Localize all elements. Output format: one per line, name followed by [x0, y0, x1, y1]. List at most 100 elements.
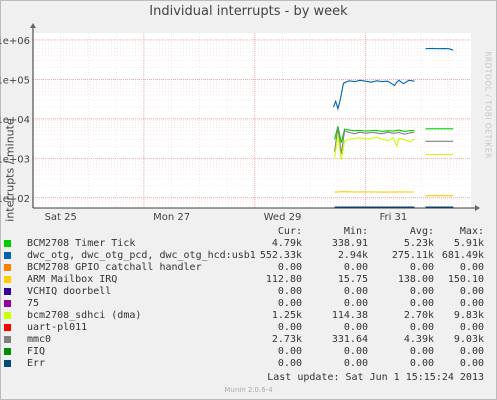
- legend-max: 9.03k: [453, 334, 484, 345]
- legend-min: 0.00: [343, 286, 368, 297]
- legend-avg: 138.00: [397, 274, 434, 285]
- legend-row: FIQ 0.00 0.00 0.00 0.00: [0, 346, 497, 358]
- legend-swatch: [4, 240, 11, 247]
- y-tick-labels: 1e+02 1e+03 1e+04 1e+05 1e+06: [0, 36, 30, 205]
- legend-avg: 0.00: [409, 262, 434, 273]
- legend-swatch: [4, 264, 11, 271]
- legend-row: uart-pl011 0.00 0.00 0.00 0.00: [0, 322, 497, 334]
- legend-header-max: Max:: [459, 226, 484, 237]
- legend-series-name: ARM Mailbox IRQ: [27, 274, 118, 285]
- y-tick-label: 1e+06: [0, 36, 30, 47]
- legend-min: 0.00: [343, 322, 368, 333]
- legend-series-name: Err: [27, 358, 46, 369]
- legend: Cur: Min: Avg: Max: BCM2708 Timer Tick 4.…: [0, 226, 497, 370]
- legend-cur: 0.00: [277, 358, 302, 369]
- legend-max: 0.00: [459, 358, 484, 369]
- legend-cur: 552.33k: [259, 250, 302, 261]
- legend-swatch: [4, 312, 11, 319]
- series-line-bcm2708-sdhci-dma-: [334, 134, 415, 161]
- legend-max: 0.00: [459, 286, 484, 297]
- legend-row: 75 0.00 0.00 0.00 0.00: [0, 298, 497, 310]
- legend-header-min: Min:: [343, 226, 368, 237]
- legend-min: 338.91: [331, 238, 368, 249]
- x-tick-label: Wed 29: [264, 212, 302, 223]
- legend-swatch: [4, 348, 11, 355]
- munin-version-footer: Munin 2.0.6-4: [224, 386, 273, 394]
- legend-cur: 0.00: [277, 346, 302, 357]
- legend-swatch: [4, 324, 11, 331]
- legend-swatch: [4, 300, 11, 307]
- legend-row: BCM2708 Timer Tick 4.79k 338.91 5.23k 5.91k: [0, 238, 497, 250]
- legend-swatch: [4, 276, 11, 283]
- legend-series-name: VCHIQ doorbell: [27, 286, 112, 297]
- legend-avg: 0.00: [409, 322, 434, 333]
- y-axis-arrow: [30, 23, 36, 28]
- x-tick-label: Fri 31: [379, 212, 407, 223]
- legend-row: BCM2708 GPIO catchall handler 0.00 0.00 0.0…: [0, 262, 497, 274]
- legend-max: 9.83k: [453, 310, 484, 321]
- legend-series-name: dwc_otg, dwc_otg_pcd, dwc_otg_hcd:usb1: [27, 250, 256, 261]
- legend-row: mmc0 2.73k 331.64 4.39k 9.03k: [0, 334, 497, 346]
- axes-layer: [30, 23, 480, 211]
- series-line-bcm2708-timer-tick: [334, 126, 415, 143]
- series-line-dwc-otg-dwc-otg-pcd-dwc-otg-hcd-usb1: [425, 47, 454, 51]
- legend-row: Err 0.00 0.00 0.00 0.00: [0, 358, 497, 370]
- legend-row: bcm2708_sdhci (dma) 1.25k 114.38 2.70k 9.83k: [0, 310, 497, 322]
- legend-avg: 275.11k: [391, 250, 434, 261]
- legend-min: 2.94k: [337, 250, 368, 261]
- legend-max: 0.00: [459, 262, 484, 273]
- legend-avg: 2.70k: [403, 310, 434, 321]
- legend-header-avg: Avg:: [409, 226, 434, 237]
- legend-row: dwc_otg, dwc_otg_pcd, dwc_otg_hcd:usb1 55…: [0, 250, 497, 262]
- legend-min: 0.00: [343, 346, 368, 357]
- legend-row: VCHIQ doorbell 0.00 0.00 0.00 0.00: [0, 286, 497, 298]
- legend-cur: 0.00: [277, 286, 302, 297]
- legend-max: 150.10: [447, 274, 484, 285]
- legend-min: 114.38: [331, 310, 368, 321]
- legend-header: Cur: Min: Avg: Max:: [0, 226, 497, 238]
- last-update: Last update: Sat Jun 1 15:15:24 2013: [267, 372, 484, 383]
- series-line-mmc0: [334, 127, 415, 154]
- series-layer: [332, 47, 454, 208]
- legend-swatch: [4, 336, 11, 343]
- series-line-dwc-otg-dwc-otg-pcd-dwc-otg-hcd-usb1: [332, 79, 415, 111]
- legend-series-name: uart-pl011: [27, 322, 88, 333]
- legend-cur: 0.00: [277, 262, 302, 273]
- legend-min: 0.00: [343, 262, 368, 273]
- legend-avg: 0.00: [409, 286, 434, 297]
- legend-avg: 0.00: [409, 358, 434, 369]
- legend-series-name: BCM2708 GPIO catchall handler: [27, 262, 202, 273]
- legend-series-name: mmc0: [27, 334, 52, 345]
- legend-min: 0.00: [343, 298, 368, 309]
- legend-max: 681.49k: [441, 250, 484, 261]
- legend-max: 0.00: [459, 346, 484, 357]
- legend-series-name: FIQ: [27, 346, 46, 357]
- legend-cur: 112.80: [265, 274, 302, 285]
- legend-avg: 0.00: [409, 346, 434, 357]
- x-tick-label: Mon 27: [153, 212, 190, 223]
- y-tick-label: 1e+04: [0, 115, 30, 126]
- legend-series-name: bcm2708_sdhci (dma): [27, 310, 142, 321]
- y-tick-label: 1e+02: [0, 194, 30, 205]
- x-axis-arrow: [475, 205, 480, 211]
- x-tick-labels: Sat 25 Mon 27 Wed 29 Fri 31: [45, 212, 408, 223]
- x-tick-label: Sat 25: [45, 212, 77, 223]
- y-tick-label: 1e+05: [0, 75, 30, 86]
- legend-series-name: BCM2708 Timer Tick: [27, 238, 136, 249]
- legend-min: 15.75: [337, 274, 368, 285]
- legend-cur: 0.00: [277, 322, 302, 333]
- legend-cur: 0.00: [277, 298, 302, 309]
- legend-series-name: 75: [27, 298, 40, 309]
- legend-avg: 4.39k: [403, 334, 434, 345]
- legend-max: 0.00: [459, 322, 484, 333]
- legend-cur: 4.79k: [271, 238, 302, 249]
- legend-max: 0.00: [459, 298, 484, 309]
- legend-swatch: [4, 360, 11, 367]
- legend-cur: 2.73k: [271, 334, 302, 345]
- legend-header-cur: Cur:: [277, 226, 302, 237]
- legend-row: ARM Mailbox IRQ 112.80 15.75 138.00 150.10: [0, 274, 497, 286]
- chart-svg: 1e+02 1e+03 1e+04 1e+05 1e+06 Sat 25 Mon 27 We…: [0, 23, 480, 223]
- legend-avg: 5.23k: [403, 238, 434, 249]
- legend-swatch: [4, 252, 11, 259]
- legend-max: 5.91k: [453, 238, 484, 249]
